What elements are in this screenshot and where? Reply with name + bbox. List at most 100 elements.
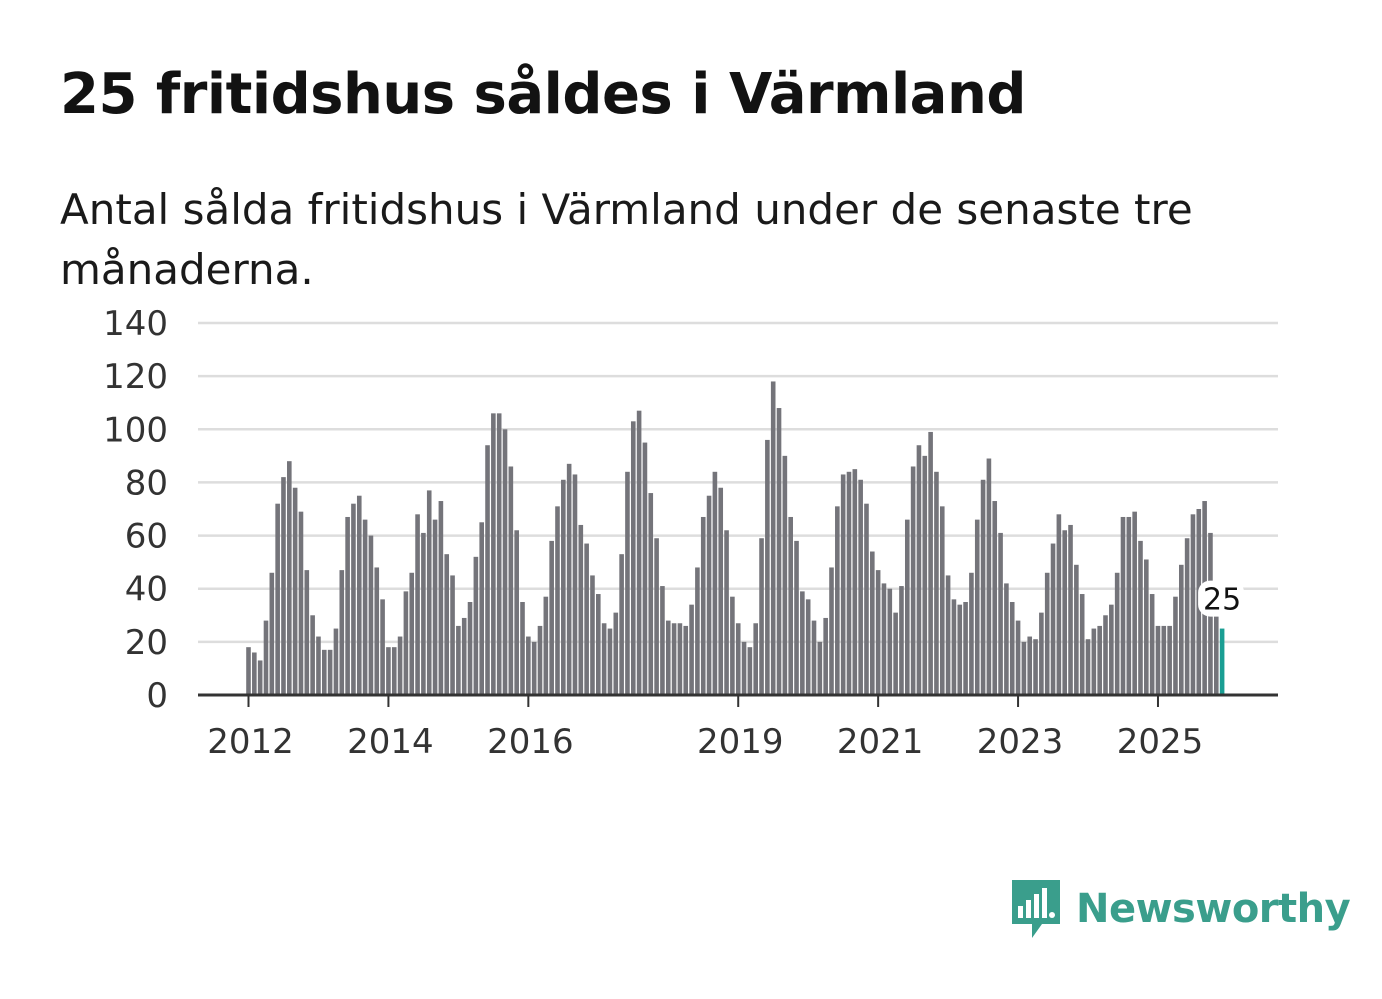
bar bbox=[636, 410, 642, 695]
x-tick-label: 2023 bbox=[977, 722, 1064, 762]
bar bbox=[421, 532, 426, 695]
bar bbox=[590, 575, 595, 695]
data-label: 25 bbox=[1203, 583, 1241, 618]
bar bbox=[910, 466, 916, 695]
x-tick-label: 2016 bbox=[487, 722, 574, 762]
bar bbox=[858, 479, 863, 695]
bar bbox=[549, 540, 554, 695]
bar bbox=[281, 477, 286, 695]
bar bbox=[374, 567, 380, 695]
bar bbox=[613, 612, 619, 695]
bar bbox=[555, 506, 560, 695]
bar bbox=[368, 535, 374, 695]
bar bbox=[829, 567, 834, 695]
bar bbox=[502, 429, 508, 695]
bar bbox=[584, 543, 589, 695]
bar bbox=[456, 625, 461, 695]
bar bbox=[782, 455, 788, 695]
x-tick-label: 2012 bbox=[207, 722, 294, 762]
bar bbox=[1190, 514, 1196, 695]
bar bbox=[893, 612, 898, 695]
y-tick-label: 140 bbox=[103, 304, 168, 344]
bar bbox=[1120, 516, 1126, 695]
bar bbox=[1004, 583, 1009, 695]
chart-title: 25 fritidshus såldes i Värmland bbox=[60, 62, 1026, 127]
y-tick-label: 20 bbox=[125, 623, 168, 663]
bar bbox=[333, 628, 339, 695]
bar bbox=[712, 471, 718, 695]
bar bbox=[1167, 625, 1172, 695]
bar bbox=[805, 599, 811, 695]
bar bbox=[269, 572, 275, 695]
bar bbox=[1050, 543, 1056, 695]
bar bbox=[916, 445, 922, 695]
bar bbox=[951, 599, 957, 695]
bar bbox=[461, 617, 467, 695]
bar bbox=[1149, 594, 1155, 695]
bar bbox=[928, 431, 933, 695]
bar bbox=[345, 516, 350, 695]
bar bbox=[1132, 511, 1137, 695]
bar bbox=[1068, 524, 1073, 695]
bar bbox=[496, 413, 502, 695]
bar bbox=[648, 493, 654, 695]
data-label-bg bbox=[1198, 580, 1245, 617]
bar bbox=[642, 442, 648, 695]
bar-highlight bbox=[1219, 628, 1225, 695]
bar bbox=[864, 503, 869, 695]
bar bbox=[770, 381, 776, 695]
bar bbox=[386, 647, 391, 695]
bar bbox=[1097, 625, 1102, 695]
bar bbox=[356, 495, 362, 695]
bar bbox=[759, 538, 764, 695]
bar bbox=[899, 586, 904, 695]
bar bbox=[875, 570, 881, 695]
y-tick-label: 40 bbox=[125, 570, 168, 610]
bar bbox=[671, 623, 677, 695]
bar bbox=[316, 636, 321, 695]
bar bbox=[543, 596, 549, 695]
bar bbox=[1074, 564, 1079, 695]
bar bbox=[840, 474, 846, 695]
bar bbox=[1039, 612, 1044, 695]
y-tick-label: 0 bbox=[146, 676, 168, 716]
bar bbox=[730, 596, 735, 695]
bar bbox=[1144, 559, 1149, 695]
bar bbox=[823, 617, 828, 695]
bar bbox=[735, 623, 741, 695]
bar bbox=[351, 503, 356, 695]
bar bbox=[753, 623, 759, 695]
bar bbox=[986, 458, 992, 695]
bar bbox=[788, 516, 793, 695]
bar bbox=[846, 471, 852, 695]
bar bbox=[1085, 639, 1091, 695]
bar bbox=[514, 530, 519, 695]
bar bbox=[817, 641, 823, 695]
bar bbox=[957, 604, 963, 695]
bar bbox=[934, 471, 939, 695]
y-tick-label: 120 bbox=[103, 357, 168, 397]
bar bbox=[409, 572, 415, 695]
x-tick-label: 2025 bbox=[1117, 722, 1204, 762]
bar bbox=[980, 479, 986, 695]
bar bbox=[665, 620, 671, 695]
bar bbox=[380, 599, 385, 695]
bar bbox=[800, 591, 805, 695]
bar bbox=[339, 570, 345, 695]
y-tick-label: 60 bbox=[125, 517, 168, 557]
bar bbox=[292, 487, 298, 695]
bar bbox=[526, 636, 531, 695]
bar bbox=[922, 455, 928, 695]
bar bbox=[246, 647, 251, 695]
chart-subtitle: Antal sålda fritidshus i Värmland under … bbox=[60, 185, 1193, 294]
bar bbox=[1015, 620, 1021, 695]
bar bbox=[450, 575, 455, 695]
bar bbox=[596, 594, 601, 695]
bar bbox=[298, 511, 304, 695]
bar bbox=[695, 567, 700, 695]
bar bbox=[660, 586, 665, 695]
bar bbox=[1155, 625, 1161, 695]
bar bbox=[321, 649, 327, 695]
bar bbox=[998, 532, 1003, 695]
bar bbox=[491, 413, 496, 695]
